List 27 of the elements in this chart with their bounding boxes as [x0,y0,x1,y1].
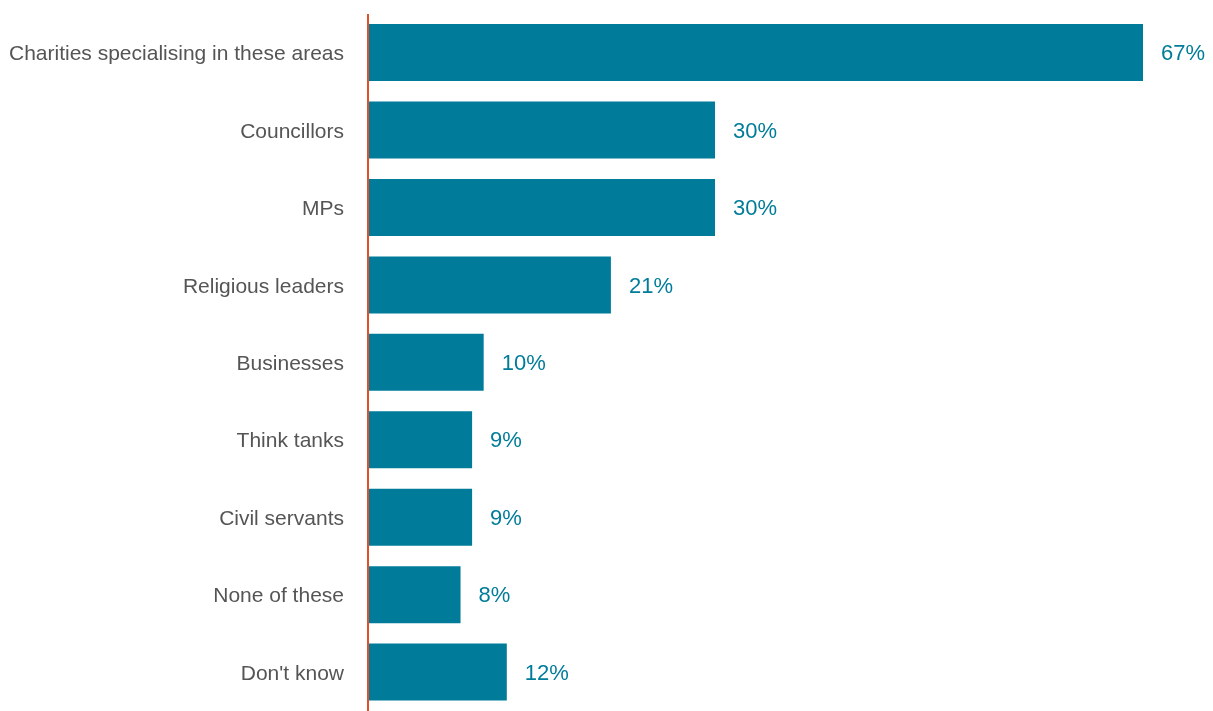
y-tick-label: Charities specialising in these areas [8,41,344,65]
y-tick-label: Don't know [240,660,345,684]
data-label: 8% [478,582,511,608]
y-tick-label: MPs [302,196,344,220]
data-label: 9% [490,427,522,453]
y-tick-label: Councillors [240,118,344,142]
y-tick-label: None of these [213,583,344,607]
bar [368,24,1143,82]
bar [368,488,473,546]
data-label: 67% [1161,40,1206,66]
y-tick-label: Think tanks [236,428,344,452]
bar [368,178,716,236]
y-tick-label: Civil servants [219,505,344,529]
data-label: 21% [628,272,673,298]
data-label: 30% [733,195,778,221]
data-label: 12% [524,659,569,685]
y-tick-label: Religious leaders [182,273,344,297]
bar [368,411,473,469]
bar [368,101,716,159]
bar [368,566,461,624]
bar [368,256,611,314]
bar [368,333,484,391]
data-label: 10% [501,350,546,376]
bar [368,643,507,701]
y-tick-label: Businesses [236,350,344,374]
data-label: 9% [490,504,522,530]
data-label: 30% [733,117,778,143]
